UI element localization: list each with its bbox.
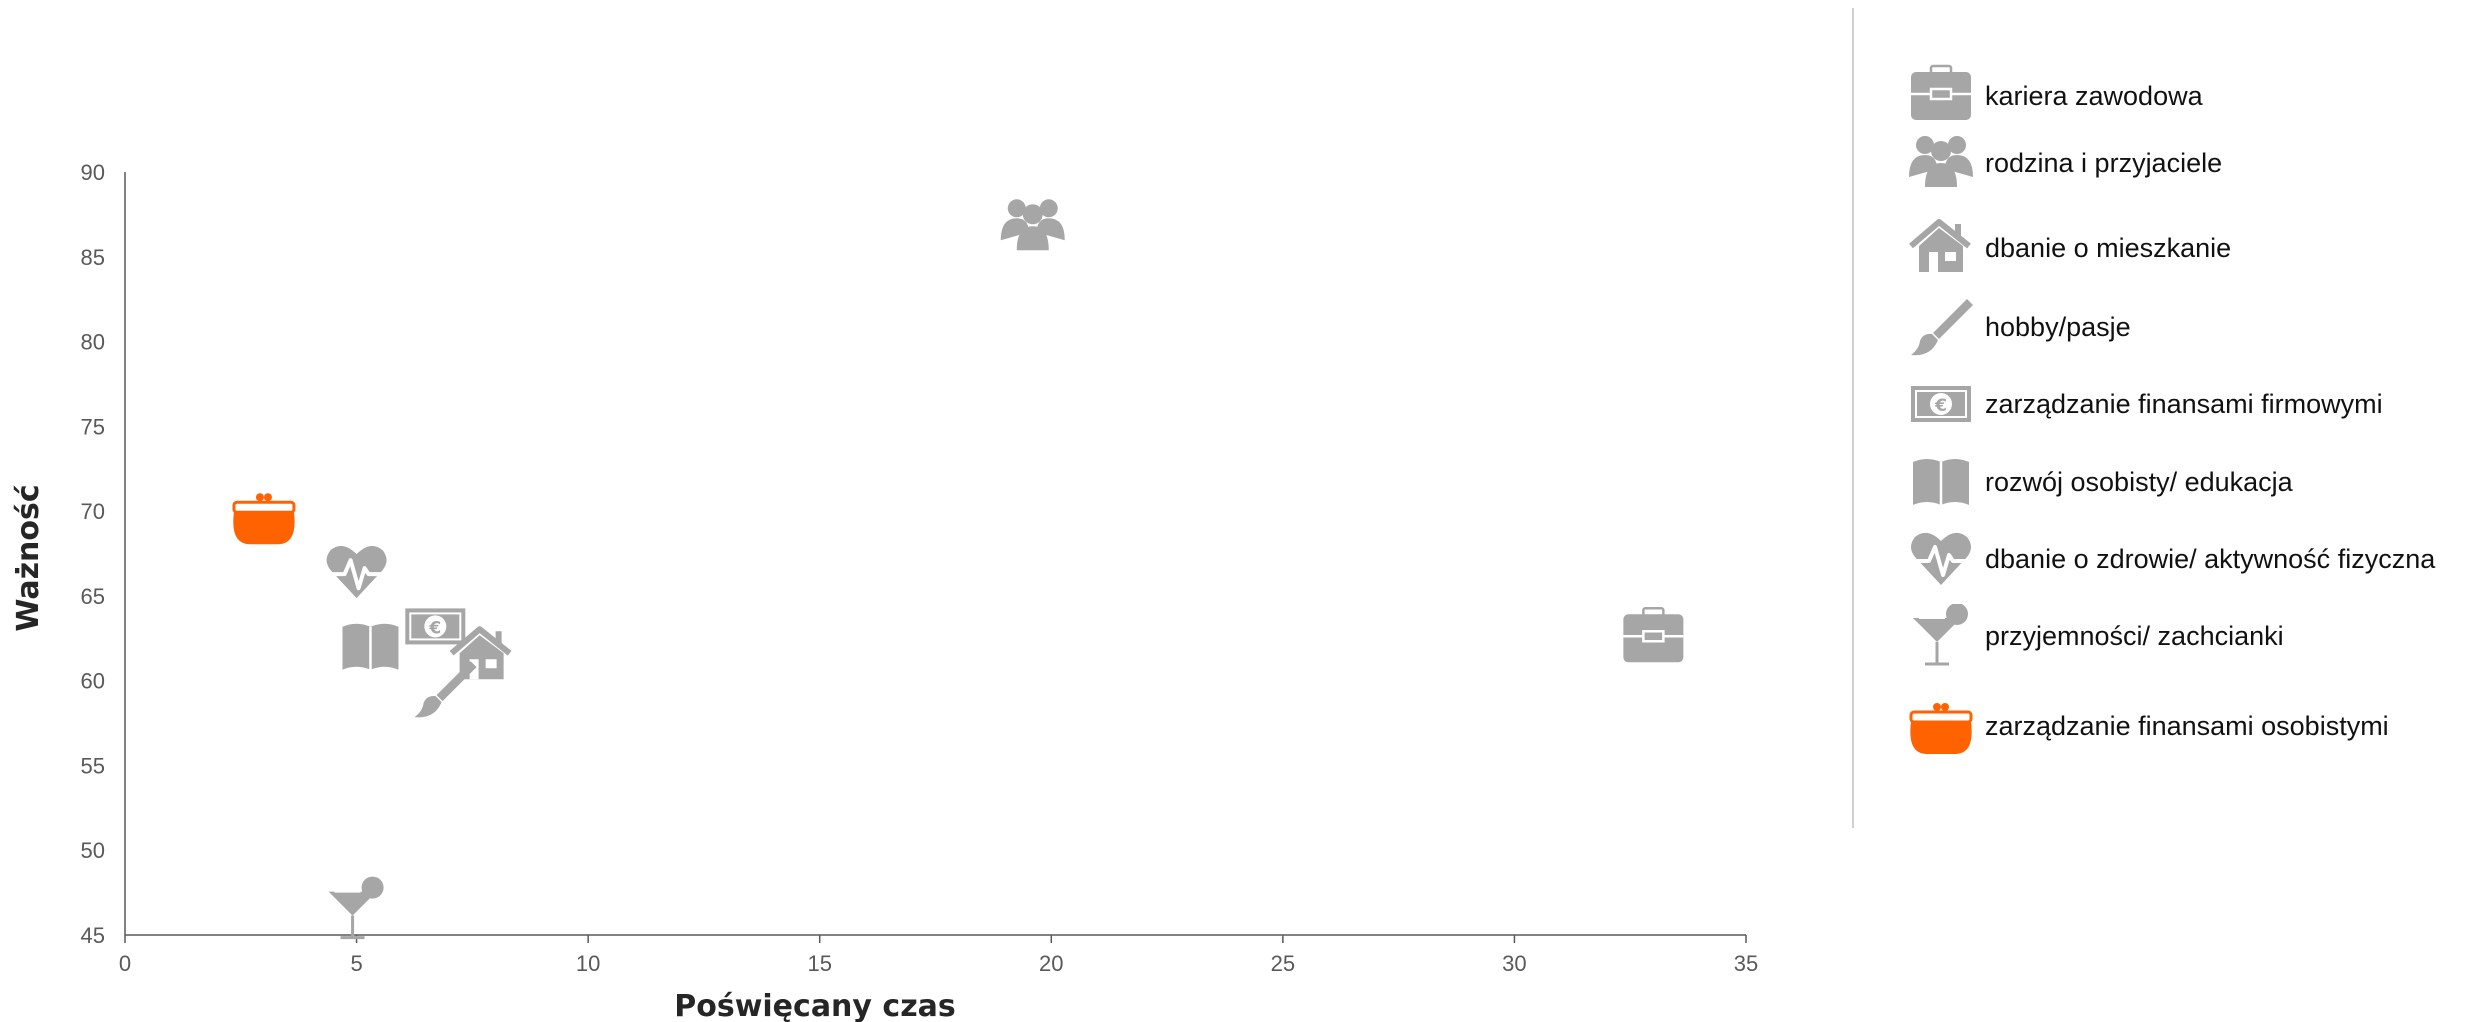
family-icon [1905, 133, 1977, 193]
y-tick-labels: 45 50 55 60 65 70 75 80 85 90 [81, 160, 105, 948]
legend-label: zarządzanie finansami firmowymi [1985, 388, 2383, 419]
data-point-briefcase-icon [1622, 607, 1685, 664]
x-tick-label: 20 [1039, 951, 1063, 976]
data-points [231, 199, 1685, 940]
legend-label: dbanie o mieszkanie [1985, 232, 2232, 263]
legend-item: hobby/pasje [1905, 297, 2131, 357]
legend-item: rodzina i przyjaciele [1905, 133, 2222, 193]
data-point-book-icon [341, 622, 400, 673]
axes [124, 172, 1746, 936]
legend-item: dbanie o zdrowie/ aktywność fizyczna [1905, 529, 2435, 589]
paintbrush-icon [1905, 297, 1977, 357]
y-tick-label: 80 [81, 330, 105, 355]
x-tick-label: 15 [807, 951, 831, 976]
x-tick-label: 10 [576, 951, 600, 976]
house-icon [1905, 218, 1977, 278]
legend-label: kariera zawodowa [1985, 80, 2203, 111]
y-tick-label: 65 [81, 584, 105, 609]
legend-divider [1852, 8, 1854, 828]
legend-label: dbanie o zdrowie/ aktywność fizyczna [1985, 543, 2436, 574]
y-tick-label: 60 [81, 669, 105, 694]
legend-item: dbanie o mieszkanie [1905, 218, 2231, 278]
y-tick-label: 85 [81, 245, 105, 270]
legend-label: rozwój osobisty/ edukacja [1985, 466, 2293, 497]
x-tick-label: 5 [350, 951, 362, 976]
y-axis-title: Ważność [11, 484, 46, 631]
y-tick-label: 70 [81, 499, 105, 524]
briefcase-icon [1905, 64, 1977, 126]
cocktail-icon [1905, 604, 1977, 666]
y-tick-label: 90 [81, 160, 105, 185]
legend-label: przyjemności/ zachcianki [1985, 620, 2284, 651]
x-tick-label: 30 [1502, 951, 1526, 976]
y-tick-label: 50 [81, 838, 105, 863]
data-point-cocktail-icon [327, 875, 386, 940]
purse-icon [1905, 696, 1977, 756]
x-tick-label: 35 [1734, 951, 1758, 976]
legend-item: zarządzanie finansami osobistymi [1905, 696, 2389, 756]
data-point-heart-pulse-icon [322, 543, 391, 601]
x-tick-label: 25 [1271, 951, 1295, 976]
data-point-paintbrush-icon [414, 661, 477, 718]
x-tick-label: 0 [119, 951, 131, 976]
data-point-euro-banknote-icon [404, 607, 467, 646]
legend-label: hobby/pasje [1985, 311, 2131, 342]
legend-item: zarządzanie finansami firmowymi [1905, 374, 2383, 434]
euro-banknote-icon [1905, 374, 1977, 434]
x-axis-title: Poświęcany czas [674, 989, 956, 1022]
legend-label: zarządzanie finansami osobistymi [1985, 710, 2389, 741]
y-tick-label: 55 [81, 753, 105, 778]
data-point-purse-icon [231, 491, 297, 546]
legend-item: rozwój osobisty/ edukacja [1905, 452, 2293, 512]
x-tick-labels: 0 5 10 15 20 25 30 35 [119, 935, 1758, 976]
y-tick-label: 75 [81, 414, 105, 439]
book-icon [1905, 452, 1977, 512]
y-tick-label: 45 [81, 923, 105, 948]
legend-label: rodzina i przyjaciele [1985, 147, 2223, 178]
legend-item: przyjemności/ zachcianki [1905, 604, 2284, 666]
heart-pulse-icon [1905, 529, 1977, 589]
data-point-family-icon [1000, 199, 1065, 251]
legend-item: kariera zawodowa [1905, 64, 2203, 126]
